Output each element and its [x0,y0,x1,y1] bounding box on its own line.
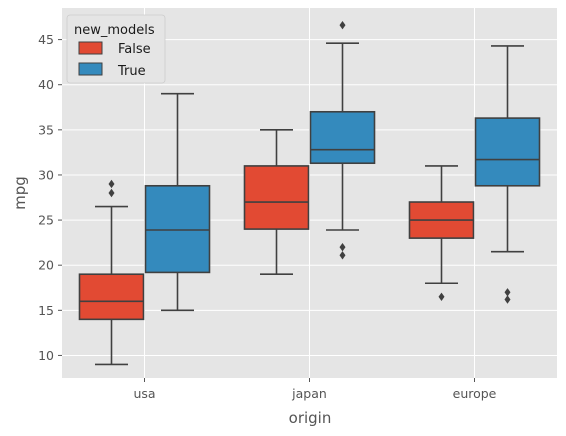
legend-title: new_models [74,23,155,38]
y-tick-label-15: 15 [38,303,54,318]
box-true-europe [474,45,541,304]
outlier-true-europe-0 [504,288,511,297]
x-tick-label-usa: usa [133,386,155,401]
y-axis-ticks: 10 15 20 25 30 35 40 45 [38,32,62,363]
outlier-false-europe-0 [438,292,445,301]
legend-swatch-false [78,41,103,55]
x-tick-label-japan: japan [291,386,327,401]
outlier-false-usa-1 [108,179,115,189]
outlier-true-japan-0 [339,20,346,30]
outlier-true-europe-1 [504,295,511,304]
y-axis-label: mpg [11,176,29,210]
y-tick-label-25: 25 [38,213,54,228]
box-true-japan [309,20,376,260]
box-false-japan [243,129,310,276]
iqr-box-true-europe [474,117,541,187]
box-true-usa [144,92,211,312]
box-false-europe [408,165,475,301]
outlier-true-japan-2 [339,251,346,260]
legend-swatch-true [78,62,103,76]
iqr-box-false-usa [78,273,145,321]
y-tick-label-35: 35 [38,122,54,137]
y-tick-label-10: 10 [38,348,54,363]
iqr-box-true-usa [144,184,211,274]
legend-label-false: False [118,42,151,57]
iqr-box-true-japan [309,110,376,165]
box-false-usa [78,179,145,366]
x-axis-ticks: usa japan europe [133,378,497,401]
y-tick-label-30: 30 [38,167,54,182]
y-tick-label-40: 40 [38,77,54,92]
iqr-box-false-japan [243,165,310,230]
x-tick-label-europe: europe [453,386,497,401]
outlier-false-usa-0 [108,188,115,198]
outlier-true-japan-1 [339,242,346,252]
y-tick-label-20: 20 [38,258,54,273]
box-plots [78,20,541,366]
x-axis-label: origin [289,409,332,427]
legend-label-true: True [117,64,146,79]
legend: new_models False True [66,14,166,84]
y-tick-label-45: 45 [38,32,54,47]
